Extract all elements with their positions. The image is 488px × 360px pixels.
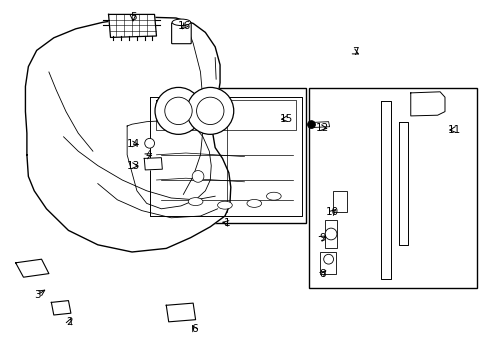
FancyBboxPatch shape (171, 23, 191, 44)
Circle shape (196, 97, 224, 125)
Bar (333, 191, 346, 212)
Polygon shape (410, 92, 444, 116)
Ellipse shape (188, 198, 203, 206)
Bar (320, 252, 336, 274)
Polygon shape (16, 259, 49, 277)
Circle shape (186, 87, 233, 134)
Text: 6: 6 (191, 324, 198, 334)
Ellipse shape (246, 199, 261, 207)
Text: 13: 13 (126, 161, 140, 171)
Polygon shape (166, 303, 195, 322)
Bar (144, 88, 305, 223)
Text: 4: 4 (145, 150, 152, 160)
Text: 14: 14 (126, 139, 140, 149)
Text: 11: 11 (447, 125, 461, 135)
Ellipse shape (172, 19, 190, 26)
Ellipse shape (217, 201, 232, 209)
Polygon shape (108, 14, 156, 37)
Text: 8: 8 (319, 269, 325, 279)
Polygon shape (398, 122, 407, 245)
Circle shape (325, 228, 336, 240)
Bar (325, 220, 337, 248)
Polygon shape (25, 17, 230, 252)
Text: 9: 9 (319, 233, 325, 243)
Text: 3: 3 (34, 290, 41, 300)
Circle shape (155, 87, 202, 134)
Polygon shape (51, 301, 71, 315)
Polygon shape (312, 122, 329, 127)
Text: 15: 15 (279, 114, 293, 124)
Bar (308, 88, 476, 288)
Text: 16: 16 (178, 21, 191, 31)
Ellipse shape (266, 192, 281, 200)
Circle shape (307, 121, 315, 129)
Text: 2: 2 (66, 317, 73, 327)
Text: 7: 7 (351, 47, 358, 57)
Text: 12: 12 (315, 123, 329, 133)
Text: 10: 10 (325, 207, 338, 217)
Polygon shape (381, 101, 390, 279)
Polygon shape (144, 158, 162, 170)
Text: 5: 5 (129, 12, 136, 22)
Circle shape (144, 138, 154, 148)
Circle shape (164, 97, 192, 125)
Circle shape (192, 171, 203, 182)
Text: 1: 1 (224, 218, 230, 228)
Circle shape (323, 254, 333, 264)
